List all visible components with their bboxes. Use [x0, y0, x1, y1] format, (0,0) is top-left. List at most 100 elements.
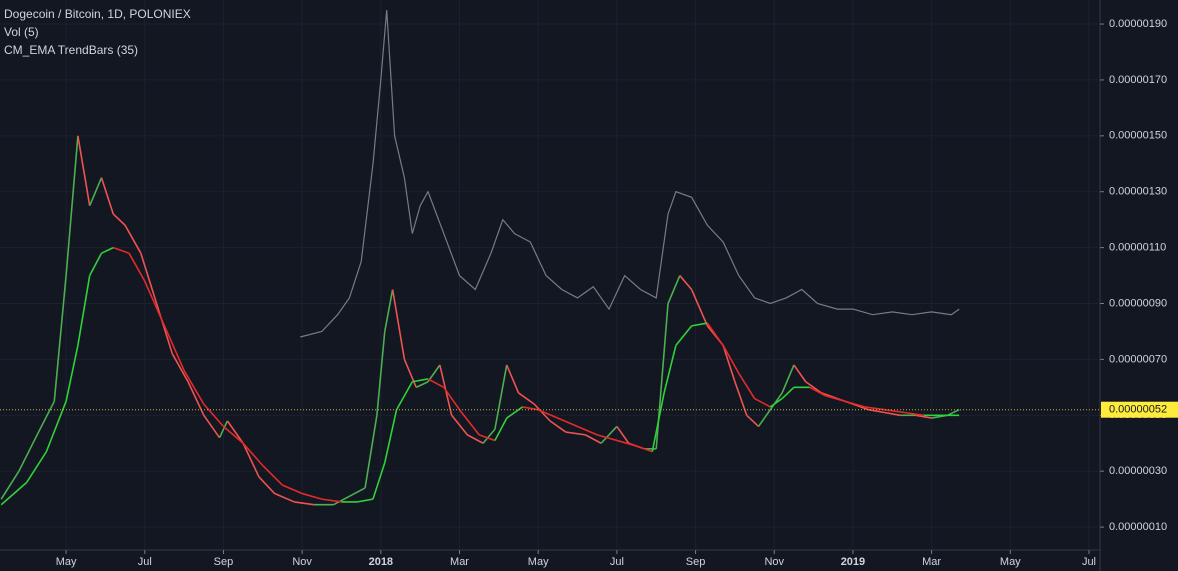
price-segment — [415, 381, 429, 389]
price-segment — [65, 135, 79, 276]
price-segment — [403, 359, 417, 388]
y-tick-label: 0.00000190 — [1109, 18, 1167, 30]
ema-segment — [494, 417, 508, 441]
y-tick-label: 0.00000130 — [1109, 186, 1167, 198]
price-segment — [218, 420, 229, 438]
price-segment — [427, 364, 441, 383]
price-segment — [112, 213, 126, 226]
price-segment — [348, 487, 366, 498]
ema-segment — [884, 408, 905, 414]
price-segment — [679, 275, 693, 291]
price-segment — [37, 400, 56, 433]
price-segment — [242, 442, 260, 478]
ema-segment — [144, 280, 166, 327]
price-segment — [793, 364, 807, 383]
price-segment — [376, 331, 386, 416]
price-segment — [391, 289, 406, 360]
x-tick-label: Mar — [922, 556, 941, 568]
last-price-box — [1101, 401, 1178, 418]
legend-item: Vol (5) — [4, 25, 39, 39]
ema-segment — [903, 411, 924, 417]
ema-segment — [691, 322, 708, 327]
ema-segment — [506, 406, 523, 419]
ema-segment — [754, 397, 771, 408]
price-segment — [53, 275, 67, 402]
price-segment — [155, 303, 174, 355]
ema-segment — [113, 246, 130, 254]
ema-segment — [577, 425, 598, 436]
price-segment — [494, 364, 508, 430]
y-tick-label: 0.00000090 — [1109, 297, 1167, 309]
ema-segment — [282, 484, 303, 495]
ema-segment — [738, 372, 756, 399]
axes: 0.000000100.000000300.000000500.00000070… — [56, 18, 1178, 568]
y-tick-label: 0.00000070 — [1109, 353, 1167, 365]
ema-segment — [522, 406, 539, 411]
ema-segment — [262, 465, 284, 486]
ema-segment — [596, 434, 618, 442]
x-tick-label: Sep — [214, 556, 234, 568]
price-segment — [600, 425, 618, 444]
x-tick-label: May — [528, 556, 549, 568]
price-segment — [0, 470, 20, 500]
ema-segment — [321, 498, 342, 503]
x-tick-label: Jul — [1082, 556, 1096, 568]
price-segment — [746, 414, 760, 428]
price-segment — [203, 414, 221, 439]
ema-segment — [478, 434, 496, 442]
last-price-label: 0.00000052 — [1109, 404, 1167, 416]
ema-segment — [45, 401, 67, 452]
y-tick-label: 0.00000010 — [1109, 521, 1167, 533]
ema-segment — [77, 275, 91, 346]
ema-segment — [383, 409, 398, 463]
ema-segment — [0, 481, 28, 506]
price-segment — [565, 431, 586, 436]
price-segment — [258, 476, 276, 495]
ema-segment — [203, 403, 225, 428]
price-segment — [690, 289, 709, 327]
price-segment — [884, 411, 901, 417]
price-segment — [294, 501, 315, 506]
price-segment — [77, 135, 91, 206]
x-tick-label: Nov — [292, 556, 312, 568]
x-tick-label: Jul — [610, 556, 624, 568]
price-segment — [171, 353, 189, 383]
price-segment — [585, 434, 602, 444]
ema-segment — [706, 322, 724, 346]
x-tick-label: Sep — [686, 556, 706, 568]
ema-segment — [301, 492, 323, 500]
x-tick-label: Jul — [138, 556, 152, 568]
ema-segment — [242, 442, 264, 467]
ema-segment — [651, 392, 665, 452]
x-tick-label: May — [56, 556, 77, 568]
x-tick-label: Mar — [450, 556, 469, 568]
ema-segment — [675, 325, 693, 346]
ema-segment — [616, 439, 637, 447]
ema-segment — [395, 381, 414, 411]
price-segment — [100, 177, 115, 215]
ema-segment — [357, 498, 374, 503]
ema-segment — [537, 408, 559, 419]
price-segment — [868, 408, 885, 414]
ema-segment — [864, 406, 885, 411]
price-segment — [915, 414, 932, 419]
ema-segment — [101, 246, 114, 254]
y-tick-label: 0.00000030 — [1109, 465, 1167, 477]
ema-segment — [636, 445, 653, 453]
price-segment — [467, 434, 484, 444]
price-segment — [769, 392, 783, 411]
price-segment — [549, 420, 567, 433]
y-tick-label: 0.00000170 — [1109, 74, 1167, 86]
price-segment — [533, 403, 551, 422]
x-tick-label: 2018 — [369, 556, 393, 568]
price-segment — [482, 428, 496, 444]
price-segment — [124, 224, 142, 254]
ema-segment — [222, 425, 244, 444]
price-segment — [274, 492, 295, 503]
price-segment — [333, 495, 350, 506]
price-segment — [805, 381, 822, 394]
price-segment — [364, 415, 378, 489]
ema-segment — [163, 325, 185, 371]
